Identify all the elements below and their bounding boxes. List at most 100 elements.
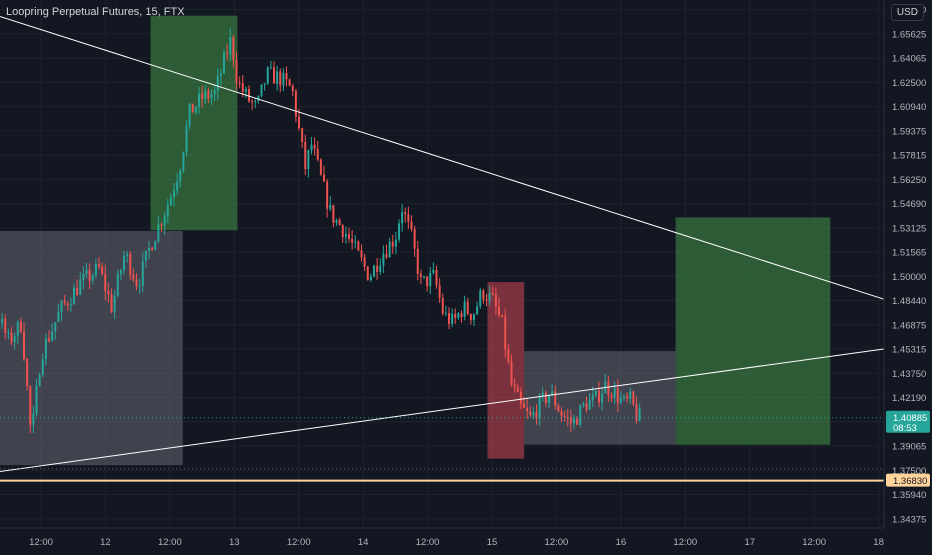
candle-up (173, 190, 175, 197)
candle-down (461, 313, 463, 316)
candle-down (332, 205, 334, 223)
candle-up (423, 276, 425, 277)
candle-up (154, 241, 156, 250)
y-tick-label: 1.53125 (892, 223, 926, 234)
candle-down (342, 225, 344, 237)
candle-up (211, 95, 213, 99)
candle-up (473, 314, 475, 320)
candle-down (132, 275, 134, 279)
x-tick-label: 14 (358, 537, 369, 548)
candle-down (564, 416, 566, 417)
candle-down (367, 267, 369, 281)
candle-down (326, 181, 328, 208)
candle-down (529, 411, 531, 415)
y-tick-label: 1.45315 (892, 345, 926, 356)
candle-down (98, 264, 100, 267)
candle-up (354, 242, 356, 243)
candle-up (92, 275, 94, 280)
candle-down (161, 224, 163, 225)
candle-down (470, 314, 472, 320)
candle-down (501, 315, 503, 317)
candle-up (398, 223, 400, 239)
candle-up (401, 212, 403, 223)
candle-up (86, 270, 88, 274)
candle-down (236, 60, 238, 83)
x-tick-label: 12 (100, 537, 111, 548)
candle-down (448, 313, 450, 324)
candle-down (411, 222, 413, 229)
candle-up (220, 73, 222, 76)
candle-up (95, 264, 97, 276)
candle-up (73, 288, 75, 305)
hline-price-label: 1.36830 (893, 476, 927, 487)
candle-down (76, 288, 78, 295)
candle-up (267, 68, 269, 84)
countdown-label: 08:53 (893, 423, 917, 434)
candle-down (348, 234, 350, 239)
candle-down (48, 338, 50, 340)
candle-down (64, 301, 66, 303)
candle-up (245, 89, 247, 92)
candle-down (632, 392, 634, 405)
time-axis-panel (0, 528, 932, 550)
candle-down (292, 86, 294, 91)
candle-down (617, 388, 619, 403)
candle-down (29, 386, 31, 424)
candle-down (101, 266, 103, 273)
candle-up (307, 150, 309, 169)
candle-up (623, 396, 625, 398)
candle-down (67, 303, 69, 305)
y-tick-label: 1.59375 (892, 126, 926, 137)
candle-up (345, 234, 347, 237)
candle-down (286, 73, 288, 79)
candle-up (589, 400, 591, 410)
candle-up (57, 312, 59, 322)
candle-up (479, 291, 481, 307)
candle-up (542, 393, 544, 396)
candle-down (426, 276, 428, 286)
candle-up (123, 256, 125, 271)
candle-down (89, 270, 91, 281)
candle-down (295, 91, 297, 117)
y-tick-label: 1.54690 (892, 199, 926, 210)
candle-up (532, 412, 534, 415)
y-tick-label: 1.48440 (892, 296, 926, 307)
candle-up (114, 296, 116, 312)
candle-up (51, 331, 53, 341)
y-tick-label: 1.50000 (892, 272, 926, 283)
candle-down (207, 91, 209, 98)
candle-up (639, 408, 641, 421)
candle-up (14, 336, 16, 342)
candle-down (392, 242, 394, 247)
candle-up (370, 277, 372, 280)
candle-up (148, 248, 150, 251)
currency-label[interactable]: USD (891, 4, 924, 21)
candle-up (32, 414, 34, 425)
candle-up (182, 152, 184, 170)
candle-down (20, 321, 22, 331)
y-tick-label: 1.43750 (892, 369, 926, 380)
candle-down (107, 291, 109, 294)
candle-down (517, 387, 519, 392)
candle-down (570, 418, 572, 423)
candle-up (548, 395, 550, 403)
candle-up (142, 261, 144, 286)
candle-down (482, 291, 484, 300)
zone-box-red (487, 282, 524, 459)
candle-up (282, 73, 284, 85)
y-tick-label: 1.34375 (892, 514, 926, 525)
candle-down (523, 404, 525, 408)
candle-up (17, 321, 19, 336)
y-tick-label: 1.39065 (892, 441, 926, 452)
candle-up (389, 242, 391, 258)
candle-down (314, 145, 316, 149)
x-tick-label: 13 (229, 537, 240, 548)
x-tick-label: 15 (487, 537, 498, 548)
candle-up (629, 392, 631, 399)
candle-down (557, 406, 559, 411)
candle-up (170, 197, 172, 205)
candle-up (157, 224, 159, 241)
candle-up (164, 216, 166, 226)
